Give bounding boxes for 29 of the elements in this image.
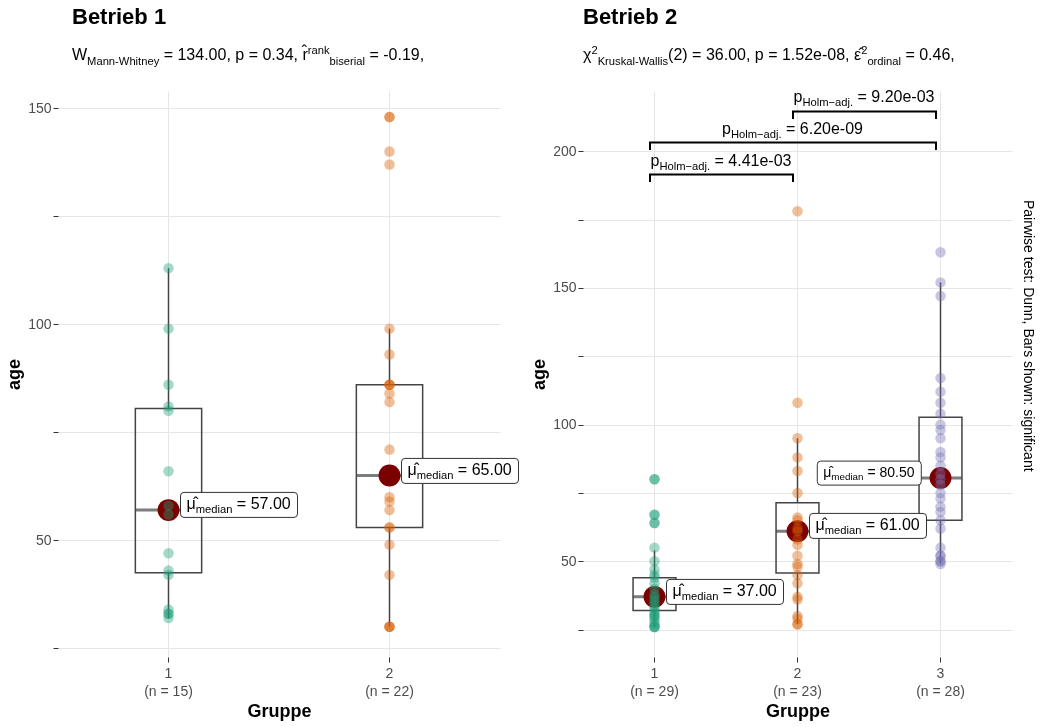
chart-title: Betrieb 2	[583, 4, 678, 30]
y-axis-title: age	[4, 358, 25, 391]
annotation: μ̂$_{median}$ = 37.00	[665, 578, 784, 605]
x-axis-title: Gruppe	[247, 700, 312, 721]
y-tick-label: 50	[560, 552, 577, 569]
x-tick-label: 1 (n = 29)	[630, 664, 679, 699]
x-tick-label: 3 (n = 28)	[916, 664, 965, 699]
y-axis-title: age	[529, 358, 550, 391]
annotation: μ̂$_{median}$ = 57.00	[179, 492, 298, 519]
y-tick-label: 200	[553, 142, 577, 159]
x-axis-title: Gruppe	[765, 700, 831, 721]
x-tick-label: 2 (n = 22)	[365, 664, 414, 699]
annotation: p$_{Holm−adj.}$ = 6.20e-09	[722, 119, 863, 140]
text: Pairwise test: Dunn, Bars shown: significant	[1021, 200, 1037, 472]
y-tick-label: 150	[28, 99, 52, 116]
y-tick-label: 100	[553, 416, 577, 433]
y-tick-label: 150	[553, 279, 577, 296]
y-tick-label: 100	[28, 315, 52, 332]
annotation: μ̂$_{median}$ = 61.00	[808, 513, 927, 540]
chart-subtitle: W$_{Mann-Whitney}$ = 134.00, p = 0.34, r̂$^{rank}$$_{biserial}$ = -0.19,	[72, 44, 425, 67]
annotation: μ̂$_{median}$ = 80.50	[816, 460, 922, 486]
annotation: p$_{Holm−adj.}$ = 9.20e-03	[793, 88, 935, 109]
chart-subtitle: χ$^{2}$$_{Kruskal-Wallis}$(2) = 36.00, p = 1.52e-08, ε̂$^{2}$$_{ordinal}$ = 0.46,	[583, 44, 955, 67]
chart-title: Betrieb 1	[72, 4, 167, 30]
x-tick-label: 2 (n = 23)	[773, 664, 822, 699]
x-tick-label: 1 (n = 15)	[144, 664, 193, 699]
annotation: μ̂$_{median}$ = 65.00	[400, 457, 519, 484]
y-tick-label: 50	[35, 531, 52, 548]
annotation: p$_{Holm−adj.}$ = 4.41e-03	[650, 151, 792, 172]
